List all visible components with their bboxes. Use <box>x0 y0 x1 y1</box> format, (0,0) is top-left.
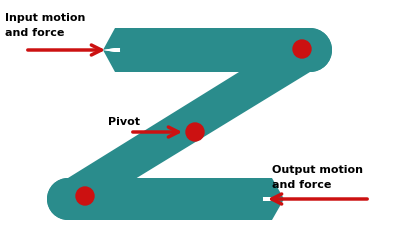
Circle shape <box>76 187 94 205</box>
Polygon shape <box>68 178 242 220</box>
Text: and force: and force <box>5 28 65 38</box>
Circle shape <box>47 178 89 220</box>
Circle shape <box>288 28 332 72</box>
Polygon shape <box>272 178 284 199</box>
Polygon shape <box>142 28 310 72</box>
Text: Pivot: Pivot <box>108 117 140 127</box>
Polygon shape <box>103 28 115 50</box>
Polygon shape <box>272 197 284 201</box>
Polygon shape <box>242 201 272 220</box>
Circle shape <box>288 28 332 72</box>
Polygon shape <box>68 28 310 220</box>
Polygon shape <box>103 50 115 72</box>
Circle shape <box>186 123 204 141</box>
Polygon shape <box>272 199 284 220</box>
Polygon shape <box>115 52 142 72</box>
Circle shape <box>221 178 263 220</box>
Polygon shape <box>242 178 272 197</box>
Text: Output motion: Output motion <box>272 165 363 175</box>
Circle shape <box>47 178 89 220</box>
Polygon shape <box>115 28 142 48</box>
Circle shape <box>293 40 311 58</box>
Circle shape <box>120 28 164 72</box>
Polygon shape <box>103 48 115 52</box>
Text: Input motion: Input motion <box>5 13 85 23</box>
Text: and force: and force <box>272 180 331 190</box>
